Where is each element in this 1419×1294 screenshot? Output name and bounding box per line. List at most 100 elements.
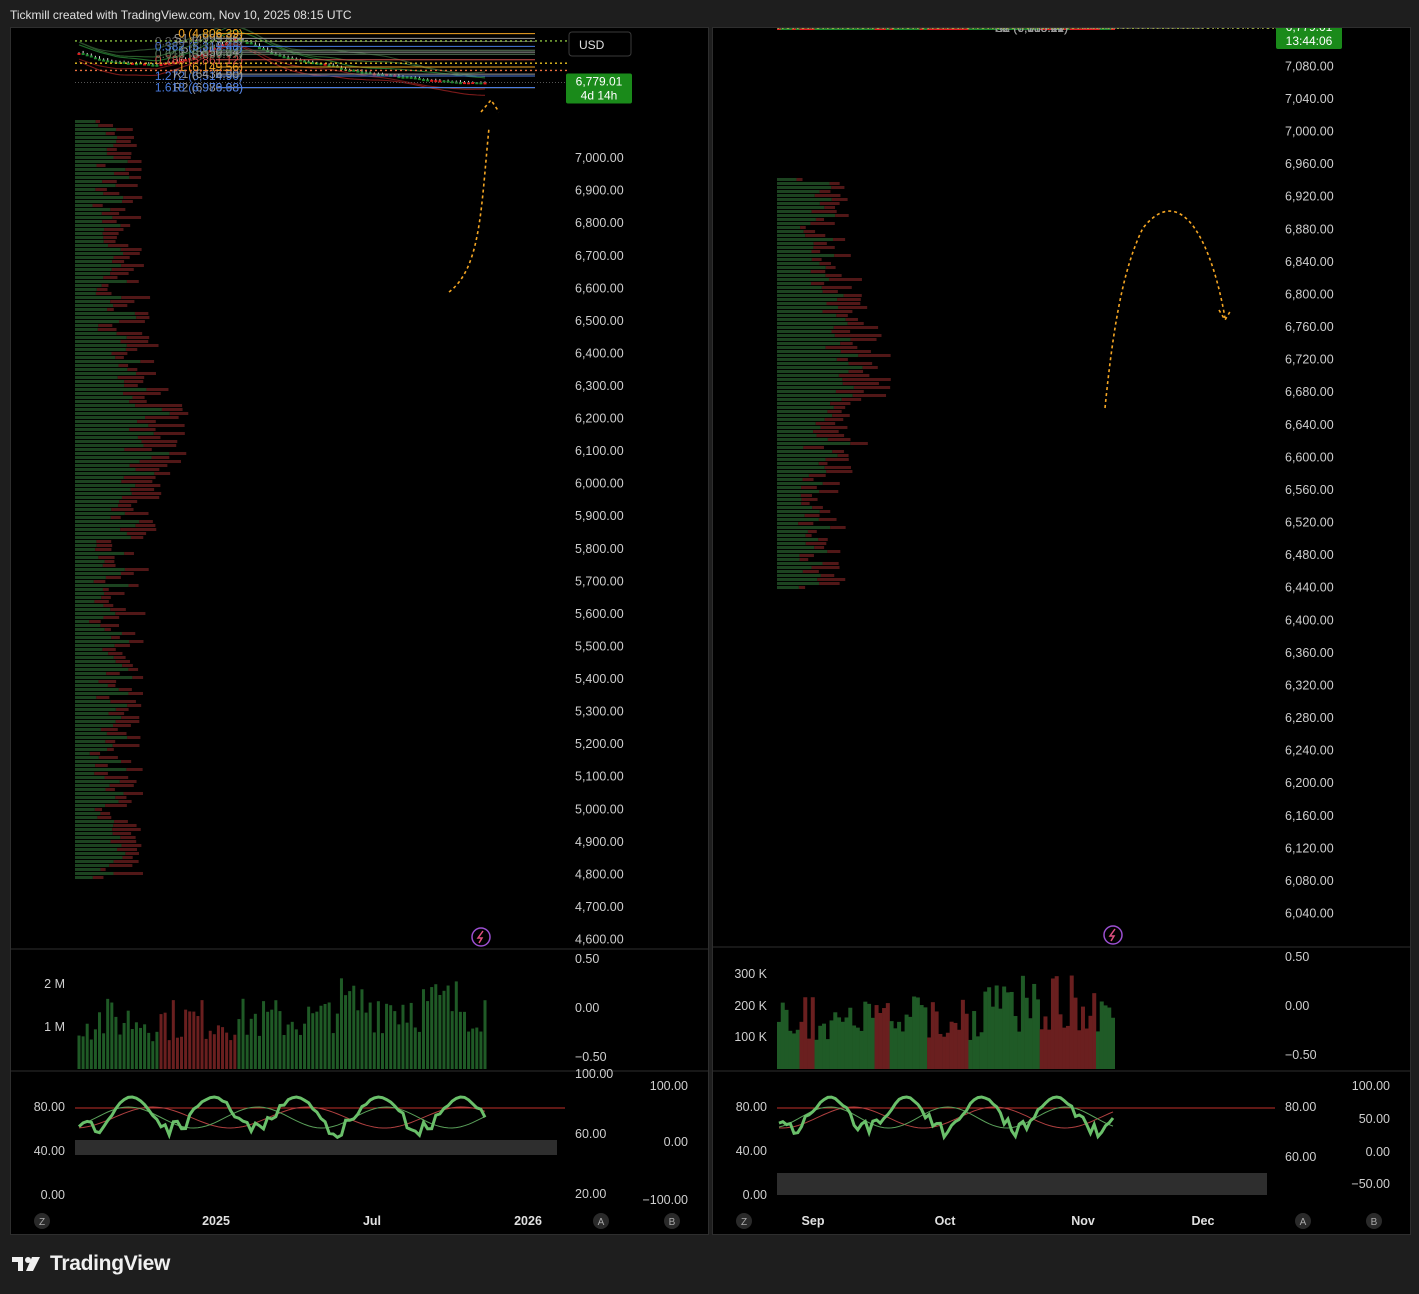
volume-profile-bar	[811, 250, 821, 253]
volume-profile-bar	[93, 580, 106, 583]
axis-b-button[interactable]	[664, 1213, 680, 1229]
volume-bar	[957, 1029, 962, 1069]
currency-button[interactable]	[568, 31, 632, 57]
hourly-chart-svg[interactable]: R1 (7,016.27)P (6,758.12)S1 (6,588.44)S2…	[713, 19, 1410, 1234]
oscillator-axis-label: 80.00	[34, 1100, 65, 1114]
price-axis-label: 6,800.00	[575, 216, 624, 230]
volume-profile-bar	[842, 378, 891, 381]
volume-profile-bar	[75, 772, 95, 775]
volume-bar	[454, 981, 458, 1069]
daily-chart-svg[interactable]: R2 (6986.98)1.618 (6,979.63)1.272 (6,514…	[11, 23, 708, 1234]
volume-profile-bar	[829, 182, 840, 185]
volume-bar	[163, 1012, 167, 1069]
volume-profile-bar	[95, 120, 101, 123]
volume-bar	[331, 1033, 335, 1069]
volume-bar	[998, 1008, 1003, 1069]
oscillator-axis-label: 0.00	[743, 1188, 767, 1202]
volume-bar	[171, 1000, 175, 1069]
volume-bar	[89, 1039, 93, 1069]
volume-profile-bar	[777, 346, 826, 349]
volume-profile-bar	[112, 832, 132, 835]
axis-a-button[interactable]	[1295, 1213, 1311, 1229]
daily-chart-panel[interactable]: R2 (6986.98) 1.618 (6,979.63) 1.272 (6,514…	[10, 23, 709, 1235]
volume-profile-bar	[130, 488, 155, 491]
candle	[405, 76, 409, 79]
axis-a-label: A	[598, 1217, 605, 1228]
volume-profile-bar	[75, 496, 122, 499]
volume-bar	[1050, 978, 1055, 1069]
volume-osc-axis-label: 0.50	[575, 952, 599, 966]
volume-profile-bar	[777, 530, 808, 533]
candle	[450, 81, 454, 84]
volume-profile-bar	[827, 550, 841, 553]
volume-profile-bar	[838, 374, 870, 377]
volume-profile-bar	[777, 326, 834, 329]
volume-profile-bar	[845, 318, 858, 321]
volume-profile-bar	[96, 696, 110, 699]
volume-profile-bar	[97, 816, 112, 819]
volume-profile-bar	[777, 446, 804, 449]
candle	[1024, 28, 1029, 30]
volume-profile-bar	[800, 494, 812, 497]
volume-bar	[874, 1005, 879, 1069]
candle	[975, 28, 980, 30]
volume-profile-bar	[777, 394, 853, 397]
volume-profile-bar	[777, 438, 828, 441]
volume-bar	[216, 1025, 220, 1069]
hourly-chart-panel[interactable]: R1 (7,016.27) P (6,758.12) S1 (6,588.44) S2…	[712, 19, 1411, 1235]
volume-profile-bar	[833, 326, 879, 329]
volume-profile-bar	[798, 586, 806, 589]
volume-profile-bar	[75, 264, 122, 267]
candle	[319, 63, 323, 66]
candle	[339, 67, 343, 70]
price-axis-label: 6,440.00	[1285, 581, 1334, 595]
volume-profile-bar	[106, 148, 117, 151]
candle	[874, 28, 879, 30]
price-axis-label: 6,360.00	[1285, 646, 1334, 660]
candle	[434, 80, 438, 83]
volume-profile-bar	[75, 348, 126, 351]
volume-profile-bar	[777, 274, 826, 277]
volume-profile-bar	[75, 504, 119, 507]
volume-profile-bar	[75, 144, 114, 147]
price-axis-label: 5,100.00	[575, 770, 624, 784]
volume-bar	[274, 1000, 278, 1069]
axis-a-button[interactable]	[593, 1213, 609, 1229]
volume-profile-bar	[94, 772, 108, 775]
volume-profile-bar	[777, 362, 849, 365]
axis-z-button[interactable]	[34, 1213, 50, 1229]
volume-bar	[249, 1018, 253, 1069]
volume-profile-bar	[121, 632, 136, 635]
price-axis-label: 5,800.00	[575, 542, 624, 556]
oscillator-right-axis-label: 100.00	[650, 1079, 688, 1093]
candle	[151, 64, 155, 67]
volume-bar	[814, 1039, 819, 1069]
candle	[983, 28, 988, 30]
volume-bar	[294, 1029, 298, 1069]
volume-profile-bar	[107, 748, 114, 751]
axis-z-button[interactable]	[736, 1213, 752, 1229]
volume-profile-bar	[777, 314, 837, 317]
volume-profile-bar	[804, 514, 820, 517]
volume-bar	[376, 1001, 380, 1069]
volume-profile-bar	[75, 728, 101, 731]
volume-profile-bar	[777, 554, 800, 557]
volume-profile-bar	[75, 492, 132, 495]
volume-profile-bar	[102, 648, 116, 651]
volume-bar	[807, 1038, 812, 1069]
candle	[960, 28, 965, 30]
oscillator-axis-label: 80.00	[736, 1100, 767, 1114]
price-axis-label: 6,900.00	[575, 184, 624, 198]
axis-b-button[interactable]	[1366, 1213, 1382, 1229]
volume-profile-bar	[75, 736, 128, 739]
volume-profile-bar	[848, 362, 873, 365]
candle	[972, 28, 977, 30]
candle	[282, 56, 286, 59]
volume-profile-bar	[75, 612, 116, 615]
candle	[957, 28, 962, 30]
volume-profile-bar	[112, 828, 141, 831]
volume-profile-bar	[115, 660, 130, 663]
volume-profile-bar	[837, 454, 849, 457]
price-axis-label: 6,280.00	[1285, 711, 1334, 725]
volume-profile-bar	[835, 214, 849, 217]
